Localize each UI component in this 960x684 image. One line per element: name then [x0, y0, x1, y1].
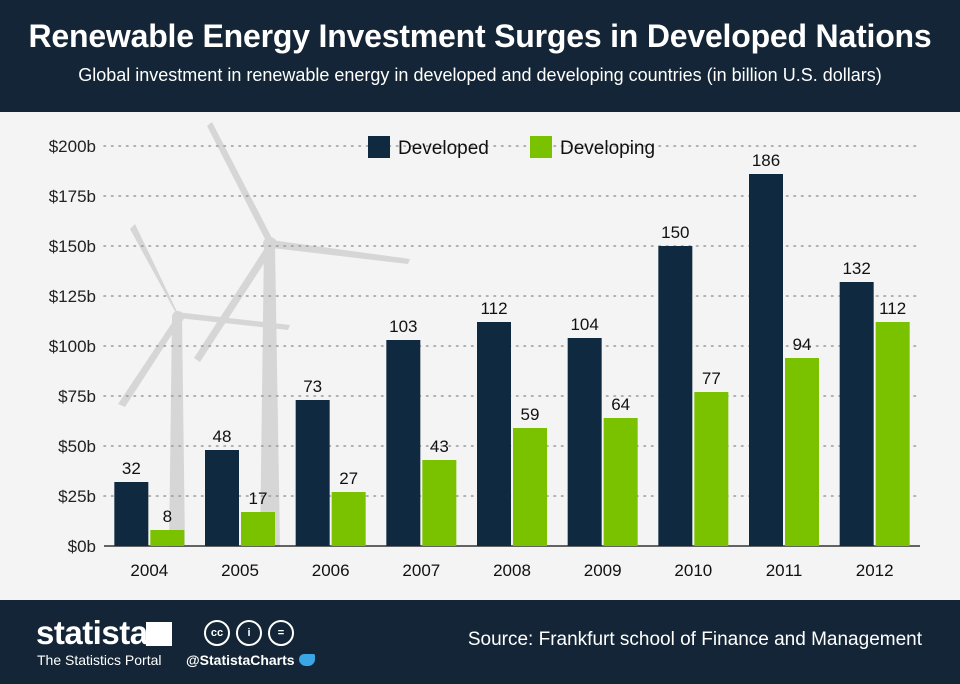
x-tick-label: 2009 [584, 561, 622, 580]
bar-developed [567, 338, 602, 546]
value-label: 48 [213, 427, 232, 446]
y-tick-label: $75b [58, 387, 96, 406]
x-tick-label: 2010 [674, 561, 712, 580]
bar-developed [477, 322, 511, 546]
value-label: 150 [661, 223, 689, 242]
bar-chart: $0b $25b $50b $75b $100b $125b $150b $175b $200b… [49, 122, 921, 580]
y-tick-label: $50b [58, 437, 96, 456]
y-axis-labels: $0b $25b $50b $75b $100b $125b $150b $175b $200b [49, 137, 96, 556]
value-label: 32 [122, 459, 141, 478]
x-tick-label: 2008 [493, 561, 531, 580]
value-label: 112 [480, 299, 507, 318]
twitter-icon [298, 654, 315, 666]
x-tick-label: 2004 [130, 561, 168, 580]
bar-developing [694, 392, 729, 546]
legend-label-developed: Developed [398, 138, 489, 159]
y-tick-label: $175b [49, 187, 96, 206]
chart-title: Renewable Energy Investment Surges in De… [28, 18, 932, 54]
value-label: 112 [879, 299, 906, 318]
bar-developed [295, 400, 330, 546]
value-label: 104 [570, 315, 598, 334]
value-label: 43 [430, 437, 449, 456]
source-note: Source: Frankfurt school of Finance and … [467, 629, 922, 650]
bar-developed [386, 340, 421, 546]
value-label: 17 [249, 489, 268, 508]
bar-developing [331, 492, 366, 546]
y-tick-label: $25b [58, 487, 96, 506]
value-label: 132 [842, 259, 870, 278]
y-tick-label: $125b [49, 287, 96, 306]
x-tick-label: 2007 [402, 561, 440, 580]
bar-developing [241, 512, 275, 546]
value-label: 94 [793, 335, 812, 354]
bar-developing [785, 358, 819, 546]
bar-developed [839, 282, 874, 546]
value-label: 8 [163, 507, 172, 526]
value-label: 64 [611, 395, 630, 414]
y-tick-label: $0b [68, 537, 96, 556]
x-tick-label: 2012 [856, 561, 894, 580]
by-icon[interactable]: i [236, 620, 262, 646]
y-tick-label: $100b [49, 337, 96, 356]
x-tick-label: 2011 [766, 561, 803, 580]
value-label: 73 [303, 377, 322, 396]
bar-developed [658, 246, 693, 546]
bars [114, 174, 910, 546]
twitter-handle[interactable]: @StatistaCharts [186, 652, 315, 668]
bar-developing [513, 428, 547, 546]
legend-swatch-developed [368, 136, 390, 158]
value-label: 59 [521, 405, 540, 424]
chart-subtitle: Global investment in renewable energy in… [78, 65, 882, 85]
value-labels: 32 8 48 17 73 27 103 43 112 59 104 64 150 77 186 94 132 1… [122, 151, 906, 526]
wind-turbine-illustration [118, 122, 410, 547]
bar-developing [603, 418, 638, 546]
bar-developed [749, 174, 783, 546]
x-axis-labels: 2004 2005 2006 2007 2008 2009 2010 2011 2012 [130, 561, 893, 580]
y-tick-label: $200b [49, 137, 96, 156]
bar-developing [150, 530, 185, 546]
tagline: The Statistics Portal [37, 652, 162, 668]
value-label: 103 [389, 317, 417, 336]
legend: Developed Developing [368, 136, 655, 159]
footer: statista The Statistics Portal cc i = @Sta… [0, 600, 960, 684]
bar-developed [114, 482, 149, 546]
cc-icon[interactable]: cc [204, 620, 230, 646]
y-tick-label: $150b [49, 237, 96, 256]
header: Renewable Energy Investment Surges in De… [0, 0, 960, 112]
legend-swatch-developing [530, 136, 552, 158]
bar-developed [205, 450, 239, 546]
x-tick-label: 2005 [221, 561, 259, 580]
bar-developing [422, 460, 457, 546]
x-tick-label: 2006 [312, 561, 350, 580]
gridlines [103, 145, 921, 547]
statista-logo[interactable]: statista [36, 614, 148, 651]
twitter-handle-text: @StatistaCharts [186, 652, 295, 668]
license-icons: cc i = [204, 620, 300, 646]
value-label: 77 [702, 369, 721, 388]
statista-logo-mark-icon [146, 622, 172, 646]
nd-icon[interactable]: = [268, 620, 294, 646]
value-label: 27 [339, 469, 358, 488]
bar-developing [875, 322, 910, 546]
legend-label-developing: Developing [560, 138, 655, 159]
chart-area: $0b $25b $50b $75b $100b $125b $150b $175b $200b… [0, 112, 960, 600]
value-label: 186 [752, 151, 780, 170]
